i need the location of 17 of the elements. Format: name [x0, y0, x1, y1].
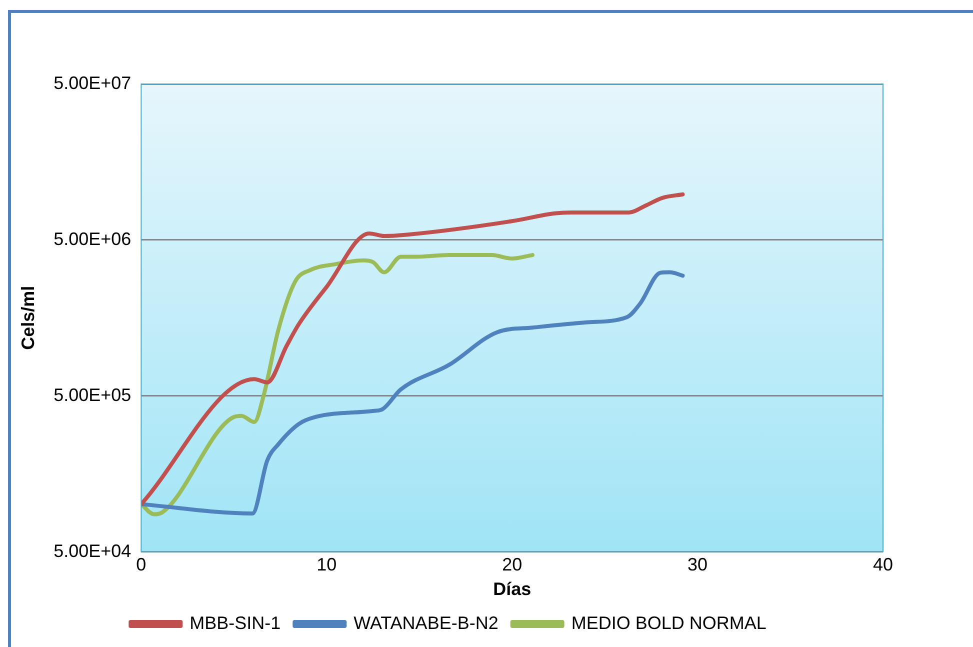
y-tick-label: 5.00E+06 — [54, 228, 132, 249]
x-tick-label: 40 — [872, 554, 894, 575]
x-tick-label: 10 — [316, 554, 337, 575]
x-tick-label: 20 — [502, 554, 522, 575]
legend-label: WATANABE-B-N2 — [354, 612, 498, 633]
y-tick-label: 5.00E+07 — [54, 72, 132, 93]
y-tick-label: 5.00E+04 — [54, 540, 132, 561]
line-series — [141, 270, 685, 516]
x-axis-title: Días — [493, 579, 532, 600]
y-tick-label: 5.00E+05 — [54, 384, 132, 405]
legend-label: MEDIO BOLD NORMAL — [571, 612, 766, 633]
line-series — [141, 192, 685, 506]
line-series — [141, 253, 534, 516]
y-axis-title: Cels/ml — [18, 286, 38, 350]
x-tick-label: 0 — [136, 554, 146, 575]
legend-label: MBB-SIN-1 — [190, 612, 281, 633]
x-tick-label: 30 — [688, 554, 708, 575]
